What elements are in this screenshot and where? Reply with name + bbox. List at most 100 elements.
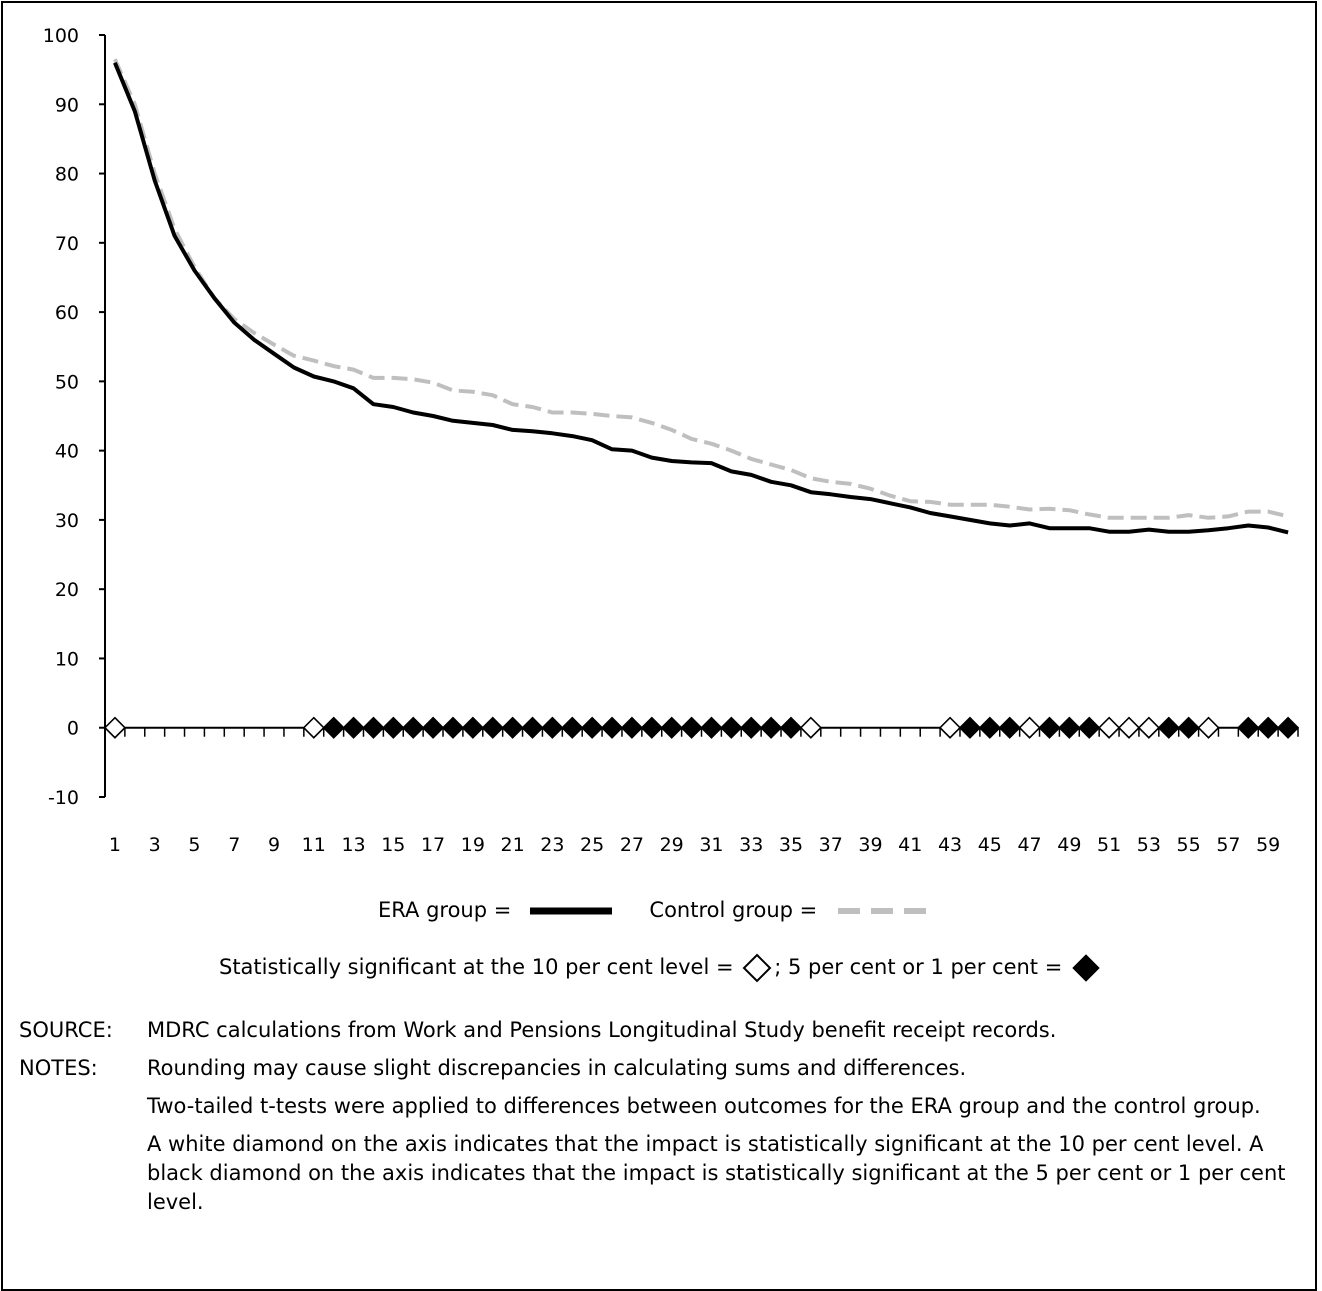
y-tick-label: 50 (55, 371, 79, 393)
black-diamond-icon (1072, 954, 1100, 982)
black-diamond-marker (1078, 716, 1101, 739)
white-diamond-marker (1097, 716, 1121, 739)
white-diamond-marker (1117, 716, 1141, 739)
black-diamond-marker (640, 716, 663, 739)
y-tick-label: 80 (55, 164, 79, 186)
y-tick-label: 20 (55, 579, 79, 601)
x-tick-label: 45 (978, 834, 1002, 856)
x-tick-label: 19 (461, 834, 485, 856)
note-ttests: Two-tailed t-tests were applied to diffe… (147, 1094, 1261, 1118)
source-text: MDRC calculations from Work and Pensions… (147, 1018, 1057, 1042)
significance-markers (103, 716, 1300, 739)
black-diamond-marker (342, 716, 365, 739)
y-tick-label: 40 (55, 441, 79, 463)
x-tick-label: 11 (302, 834, 326, 856)
black-diamond-marker (461, 716, 484, 739)
x-tick-label: 33 (739, 834, 763, 856)
legend-era-swatch (530, 907, 613, 915)
x-tick-label: 55 (1177, 834, 1201, 856)
black-diamond-marker (700, 716, 723, 739)
x-tick-label: 21 (501, 834, 525, 856)
black-diamond-marker (421, 716, 445, 739)
black-diamond-marker (1157, 716, 1180, 739)
y-tick-label: 100 (43, 25, 79, 47)
x-tick-label: 59 (1256, 834, 1280, 856)
legend-era-label: ERA group = (378, 898, 512, 922)
white-diamond-icon (742, 953, 772, 983)
black-diamond-marker (541, 716, 564, 739)
white-diamond-marker (1197, 716, 1220, 739)
black-diamond-marker (322, 716, 345, 739)
x-tick-label: 47 (1017, 834, 1041, 856)
notes-block: SOURCE: MDRC calculations from Work and … (19, 1016, 1309, 1226)
black-diamond-marker (740, 716, 763, 739)
legend-series: ERA group = Control group = (0, 898, 1322, 922)
x-tick-label: 3 (149, 834, 161, 856)
era-group-line (113, 61, 1289, 535)
source-label: SOURCE: (19, 1018, 113, 1042)
x-tick-label: 13 (341, 834, 365, 856)
black-diamond-marker (481, 716, 504, 739)
black-diamond-marker (978, 716, 1001, 739)
black-diamond-marker (720, 716, 743, 739)
black-diamond-marker (958, 716, 982, 739)
x-tick-label: 15 (381, 834, 405, 856)
y-axis: -10 0 10 20 30 40 50 60 70 80 90 100 (43, 25, 106, 809)
legend-sig-sep: ; 5 per cent or 1 per cent = (774, 955, 1063, 979)
y-tick-label: 10 (55, 648, 79, 670)
black-diamond-marker (1276, 716, 1300, 739)
y-tick-label: -10 (48, 787, 79, 809)
x-axis: 1 3 5 7 9 11 13 15 17 19 21 23 25 27 29 31 33 35 37 39 41 43 4… (104, 726, 1299, 856)
x-tick-label: 39 (858, 834, 882, 856)
x-tick-label: 5 (188, 834, 200, 856)
x-tick-label: 25 (580, 834, 604, 856)
white-diamond-marker (799, 716, 822, 739)
black-diamond-marker (382, 716, 405, 739)
white-diamond-marker (1018, 716, 1041, 739)
black-diamond-marker (521, 716, 544, 739)
black-diamond-marker (362, 716, 385, 739)
x-tick-label: 17 (421, 834, 445, 856)
black-diamond-marker (660, 716, 683, 739)
source-row: SOURCE: MDRC calculations from Work and … (19, 1016, 1309, 1045)
y-tick-label: 90 (55, 94, 79, 116)
x-tick-label: 9 (268, 834, 280, 856)
black-diamond-marker (441, 716, 465, 739)
notes-label: NOTES: (19, 1056, 98, 1080)
black-diamond-marker (680, 716, 703, 739)
x-tick-label: 37 (819, 834, 843, 856)
black-diamond-marker (561, 716, 584, 739)
x-tick-label: 49 (1057, 834, 1081, 856)
black-diamond-marker (581, 716, 604, 739)
x-tick-label: 1 (109, 834, 121, 856)
white-diamond-marker (938, 716, 962, 739)
black-diamond-marker (620, 716, 644, 739)
x-tick-label: 27 (620, 834, 644, 856)
white-diamond-marker (1137, 716, 1161, 739)
y-tick-label: 30 (55, 510, 79, 532)
series-lines (113, 58, 1289, 535)
y-tick-label: 70 (55, 233, 79, 255)
legend-sig-10-label: Statistically significant at the 10 per … (218, 955, 734, 979)
notes-row: NOTES: Rounding may cause slight discrep… (19, 1054, 1309, 1083)
legend-control-swatch (837, 908, 936, 914)
y-tick-label: 0 (67, 718, 79, 740)
black-diamond-marker (1257, 716, 1280, 739)
white-diamond-marker (103, 716, 127, 739)
x-tick-label: 7 (228, 834, 240, 856)
x-tick-label: 35 (779, 834, 803, 856)
note-rounding: Rounding may cause slight discrepancies … (147, 1056, 967, 1080)
black-diamond-marker (779, 716, 803, 739)
x-tick-label: 41 (898, 834, 922, 856)
black-diamond-marker (600, 716, 624, 739)
control-group-line (113, 58, 1289, 520)
black-diamond-marker (1058, 716, 1081, 739)
black-diamond-marker (1237, 716, 1260, 739)
x-tick-label: 57 (1216, 834, 1240, 856)
black-diamond-marker (1177, 716, 1200, 739)
x-tick-label: 51 (1097, 834, 1121, 856)
x-tick-label: 31 (699, 834, 723, 856)
note-diamonds: A white diamond on the axis indicates th… (147, 1132, 1286, 1214)
black-diamond-marker (998, 716, 1021, 739)
black-diamond-marker (402, 716, 425, 739)
